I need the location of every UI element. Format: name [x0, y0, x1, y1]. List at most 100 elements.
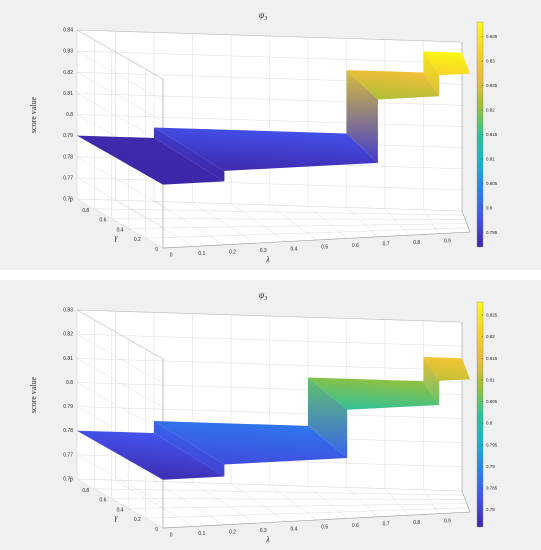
x-tick-label: 0.7: [383, 241, 390, 247]
x-tick-label: 0.1: [198, 531, 205, 537]
surface-step: [346, 70, 440, 100]
colorbar-tick-label: 0.825: [486, 83, 498, 88]
z-tick-label: 0.79: [63, 404, 73, 410]
chart-title-sub: 3: [263, 296, 267, 302]
surface-chart-2: 0.760.770.780.790.80.810.820.830 0.1 0.2 0.…: [29, 290, 498, 544]
x-tick-label: 0.4: [290, 526, 297, 532]
y-gridline: [76, 30, 463, 212]
z-axis-label: score value: [29, 376, 38, 413]
y-tick-label: 0: [155, 247, 158, 253]
axis-labels: score value λ γ ψ3: [29, 10, 270, 264]
z-tick-label: 0.84: [63, 28, 73, 34]
x-tick-label: 0.2: [229, 249, 236, 255]
colorbar-gradient: [476, 301, 484, 528]
colorbar-tick-label: 0.835: [486, 34, 498, 39]
z-tick-label: 0.83: [63, 49, 73, 55]
y-gridline: [128, 59, 467, 229]
colorbar-tick-label: 0.785: [486, 486, 498, 491]
colorbar: 0.78 0.785 0.79 0.795 0.8 0.805 0.81 0.815 0.82 0…: [476, 301, 498, 528]
surface-riser: [308, 377, 348, 459]
colorbar-tick-label: 0.825: [486, 312, 498, 317]
y-tick-label: 0.8: [82, 208, 89, 214]
x-axis-label: λ: [265, 535, 270, 544]
z-tick-label: 0.81: [63, 91, 73, 97]
x-tick-label: 0.2: [229, 529, 236, 535]
x-tick-label: 0.5: [321, 245, 328, 251]
z-axis-label: score value: [29, 96, 38, 133]
surface-step: [423, 51, 470, 76]
tick-labels: 0.760.770.780.790.80.810.820.830.840 0.1 0…: [63, 28, 451, 259]
chart-panel-2: 0.76 0.77 0.78 0.79 0.8 0.81 0.82 0.83 0 0.1 0.2 0.…: [0, 280, 541, 550]
surface-step: [308, 377, 440, 410]
z-tick-label: 0.8: [66, 380, 73, 386]
x-tick-label: 0.9: [444, 518, 451, 524]
y-gridline: [93, 319, 464, 496]
chart-panel-1: 0.76 0.77 0.78 0.79 0.8 0.81 0.82 0.83 0.84 0 0.1 0…: [0, 0, 541, 270]
x-tick-label: 0.3: [260, 248, 267, 254]
axis-labels: score value λ γ ψ3: [29, 290, 270, 544]
y-gridline: [145, 69, 469, 239]
colorbar-tick-label: 0.805: [486, 399, 498, 404]
x-tick-label: 0.6: [352, 523, 359, 529]
y-tick-label: 0.2: [134, 237, 141, 243]
colorbar-tick-label: 0.815: [486, 356, 498, 361]
colorbar-tick-label: 0.79: [486, 464, 495, 469]
x-tick-label: 0.5: [321, 525, 328, 531]
surface-step: [154, 421, 348, 465]
colorbar-tick-label: 0.81: [486, 377, 495, 382]
z-tick-label: 0.79: [63, 133, 73, 139]
y-tick-label: 0.4: [117, 507, 124, 513]
x-tick-label: 0.8: [413, 520, 420, 526]
colorbar-tick-label: 0.82: [486, 108, 495, 113]
box-edge: [162, 42, 471, 249]
x-tick-label: 0.4: [290, 246, 297, 252]
surface: [77, 357, 470, 480]
y-tick-label: 0.4: [117, 227, 124, 233]
chart-title-main: ψ: [259, 10, 265, 20]
colorbar-tick-label: 0.78: [486, 507, 495, 512]
surface-riser: [154, 421, 225, 477]
colorbar-tick-label: 0.815: [486, 132, 498, 137]
y-gridline: [128, 339, 467, 509]
z-tick-label: 0.77: [63, 452, 73, 458]
colorbar-tick-label: 0.795: [486, 230, 498, 235]
y-axis-label: γ: [114, 233, 118, 242]
surface-riser: [154, 127, 225, 182]
surface-riser: [423, 357, 440, 405]
y-tick-label: 0.6: [99, 218, 106, 224]
y-tick-label: 1: [69, 478, 72, 484]
axes-box: [76, 309, 471, 529]
x-axis-label: λ: [265, 255, 270, 264]
z-tick-label: 0.82: [63, 70, 73, 76]
y-tick-label: 0.2: [134, 517, 141, 523]
colorbar-tick-label: 0.83: [486, 59, 495, 64]
y-gridline: [76, 310, 463, 492]
colorbar-tick-label: 0.8: [486, 205, 493, 210]
y-gridline: [111, 49, 466, 220]
colorbar-tick-label: 0.8: [486, 421, 493, 426]
colorbar-tick-label: 0.795: [486, 442, 498, 447]
tick-labels: 0.760.770.780.790.80.810.820.830 0.1 0.2 0.…: [63, 308, 451, 539]
surface-step: [423, 357, 470, 381]
surface: [77, 51, 470, 185]
x-tick-label: 0.8: [413, 240, 420, 246]
surface-step: [77, 135, 225, 185]
x-tick-label: 0: [170, 533, 173, 539]
surface-step: [154, 127, 378, 171]
z-tick-label: 0.77: [63, 175, 73, 181]
box-edge: [76, 309, 463, 360]
x-tick-label: 0.9: [444, 238, 451, 244]
z-tick-label: 0.76: [63, 477, 73, 483]
y-gridline: [93, 39, 464, 216]
x-tick-label: 0.7: [383, 521, 390, 527]
chart-title-sub: 3: [263, 16, 267, 22]
chart-title-main: ψ: [259, 290, 265, 300]
y-gridline: [111, 329, 466, 500]
z-tick-label: 0.76: [63, 197, 73, 203]
x-tick-label: 0.3: [260, 528, 267, 534]
z-tick-label: 0.78: [63, 428, 73, 434]
x-tick-label: 0: [170, 253, 173, 259]
colorbar-tick-label: 0.81: [486, 156, 495, 161]
x-tick-label: 0.1: [198, 251, 205, 257]
side-wall: [77, 310, 163, 528]
